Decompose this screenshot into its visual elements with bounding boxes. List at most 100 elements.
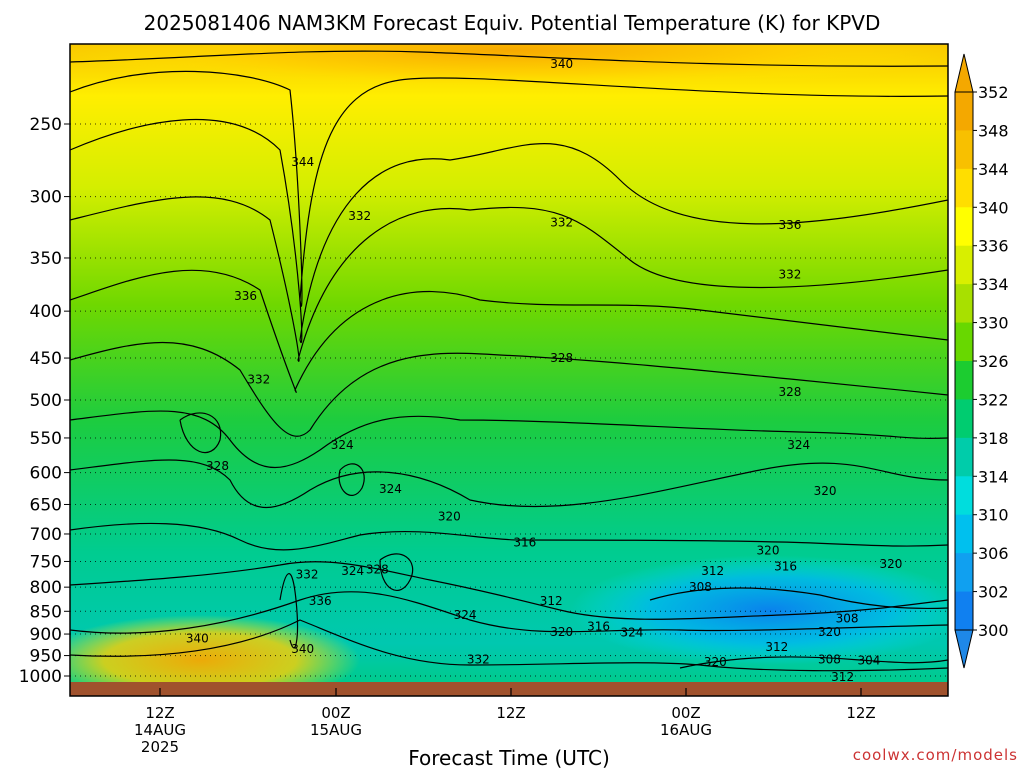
- colorbar-segment: [955, 361, 973, 400]
- colorbar-label: 314: [978, 467, 1009, 486]
- contour-label: 336: [234, 289, 257, 303]
- contour-label: 340: [186, 631, 209, 645]
- contour-label: 308: [836, 611, 859, 625]
- y-tick-label: 600: [30, 464, 62, 484]
- contour-label: 324: [331, 438, 354, 452]
- colorbar-label: 340: [978, 198, 1009, 217]
- contour-line: [70, 70, 948, 307]
- contour-line: [70, 591, 948, 634]
- contour-label: 304: [858, 654, 881, 668]
- x-tick-label: 12Z: [145, 704, 174, 722]
- y-tick-label: 350: [30, 249, 62, 269]
- contour-label: 336: [779, 218, 802, 232]
- contour-label: 320: [879, 557, 902, 571]
- contour-label: 324: [454, 608, 477, 622]
- x-axis-title: Forecast Time (UTC): [408, 746, 610, 768]
- colorbar-segment: [955, 553, 973, 593]
- contour-line: [70, 522, 948, 551]
- contour-label: 308: [689, 580, 712, 594]
- contour-label: 324: [787, 438, 810, 452]
- y-tick-label: 550: [30, 429, 62, 449]
- y-tick-label: 400: [30, 302, 62, 322]
- contour-label: 340: [550, 57, 573, 71]
- colorbar-segment: [955, 92, 973, 131]
- colorbar-label: 344: [978, 160, 1009, 179]
- contour-label: 320: [550, 625, 573, 639]
- contour-line: [338, 463, 365, 496]
- contour-label: 324: [341, 564, 364, 578]
- contour-label: 340: [291, 642, 314, 656]
- y-tick-label: 800: [30, 578, 62, 598]
- contour-label: 320: [814, 484, 837, 498]
- contour-label: 344: [291, 155, 314, 169]
- credit-text: coolwx.com/models: [853, 746, 1018, 764]
- colorbar-segment: [955, 130, 973, 170]
- colorbar-segment: [955, 284, 973, 324]
- contour-line: [70, 269, 948, 393]
- colorbar-segment: [955, 322, 973, 362]
- y-tick-label: 450: [30, 349, 62, 369]
- y-tick-label: 750: [30, 552, 62, 572]
- colorbar-segment: [955, 476, 973, 516]
- contour-line: [179, 412, 222, 454]
- contour-line: [70, 410, 948, 468]
- warm-upper-region: [70, 44, 948, 90]
- colorbar-segment: [955, 399, 973, 439]
- contour-label: 316: [774, 560, 797, 574]
- contour-label: 320: [704, 655, 727, 669]
- y-tick-label: 700: [30, 525, 62, 545]
- contour-label: 328: [366, 562, 389, 576]
- contour-line: [379, 553, 414, 591]
- contour-label: 332: [296, 568, 319, 582]
- colorbar-label: 310: [978, 506, 1009, 525]
- y-tick-label: 900: [30, 625, 62, 645]
- x-tick-label: 00Z: [671, 704, 700, 722]
- colorbar-label: 300: [978, 621, 1009, 640]
- contour-label: 312: [765, 640, 788, 654]
- warm-surface-region: [70, 615, 360, 696]
- contour-label: 332: [550, 215, 573, 229]
- colorbar: 352 348 344 340 336 334 330 326 322 318 314 310 306 3…: [954, 53, 1009, 669]
- colorbar-top-arrow: [954, 53, 974, 93]
- y-tick-label: 250: [30, 115, 62, 135]
- ground-surface: [70, 682, 948, 696]
- colorbar-segment: [955, 591, 973, 631]
- colorbar-label: 334: [978, 275, 1009, 294]
- contour-label: 312: [540, 594, 563, 608]
- contour-label: 332: [779, 268, 802, 282]
- plot-area: [70, 44, 948, 696]
- y-tick-label: 1000: [19, 667, 62, 687]
- y-tick-label: 850: [30, 602, 62, 622]
- colorbar-label: 306: [978, 544, 1009, 563]
- contour-line: [70, 619, 948, 672]
- cold-pool-region: [570, 555, 948, 665]
- contour-line: [70, 118, 948, 343]
- x-tick-label: 15AUG: [310, 721, 362, 739]
- contour-line: [649, 587, 948, 610]
- contour-label: 332: [348, 209, 371, 223]
- contour-label: 332: [467, 653, 490, 667]
- contour-line: [70, 341, 948, 437]
- y-tick-label: 500: [30, 391, 62, 411]
- colorbar-label: 336: [978, 237, 1009, 256]
- contour-label: 320: [818, 625, 841, 639]
- contour-label: 320: [757, 544, 780, 558]
- contour-label: 332: [247, 373, 270, 387]
- contour-label: 328: [550, 351, 573, 365]
- x-tick-label: 14AUG: [134, 721, 186, 739]
- contour-label: 328: [206, 459, 229, 473]
- colorbar-segment: [955, 514, 973, 554]
- colorbar-label: 326: [978, 352, 1009, 371]
- contour-label: 316: [587, 619, 610, 633]
- colorbar-label: 302: [978, 583, 1009, 602]
- colorbar-bottom-arrow: [954, 629, 974, 669]
- contour-lines: [70, 50, 948, 672]
- x-tick-label: 12Z: [846, 704, 875, 722]
- colorbar-segment: [955, 207, 973, 247]
- contour-line: [70, 50, 948, 67]
- chart-title: 2025081406 NAM3KM Forecast Equiv. Potent…: [144, 11, 881, 35]
- y-tick-label: 950: [30, 647, 62, 667]
- y-tick-label: 650: [30, 495, 62, 515]
